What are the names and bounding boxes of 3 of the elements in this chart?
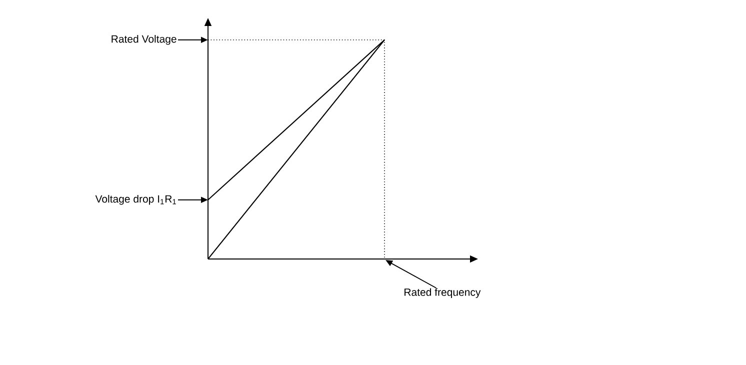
text: Rated frequency (404, 288, 481, 298)
text: Voltage drop I$_{1}$R$_{1}$ (95, 194, 176, 205)
text: Rated Voltage (112, 35, 176, 45)
